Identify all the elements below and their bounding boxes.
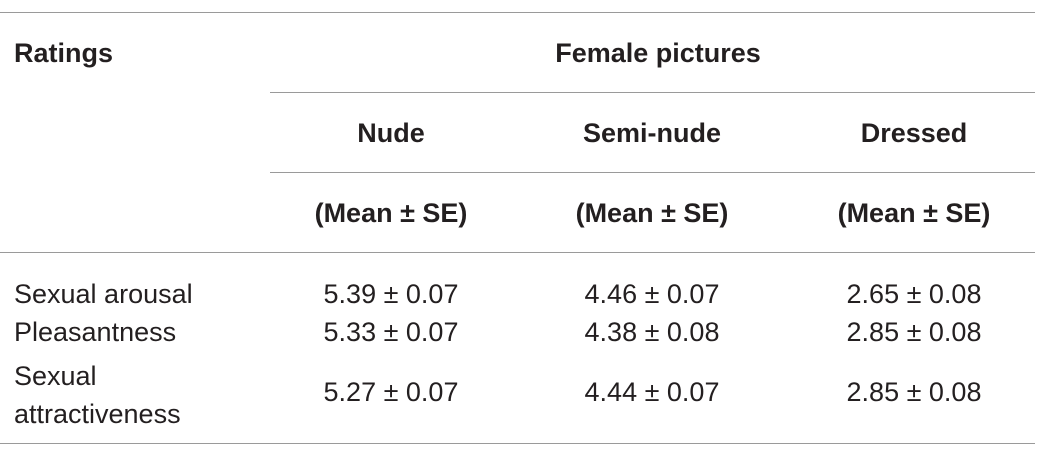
row-label-sexual-arousal: Sexual arousal bbox=[14, 279, 193, 309]
row-label-pleasantness: Pleasantness bbox=[14, 317, 177, 347]
cell-sexual-attractiveness-dressed: 2.85 ± 0.08 bbox=[846, 377, 982, 407]
female-pictures-header: Female pictures bbox=[555, 38, 761, 68]
header-bottom-rule bbox=[0, 252, 1035, 253]
column-header-nude: Nude bbox=[357, 118, 425, 148]
cell-sexual-attractiveness-nude: 5.27 ± 0.07 bbox=[323, 377, 459, 407]
cell-sexual-arousal-semi-nude: 4.46 ± 0.07 bbox=[584, 279, 720, 309]
row-label-sexual-attractiveness: Sexual attractiveness bbox=[14, 361, 181, 429]
cell-pleasantness-semi-nude: 4.38 ± 0.08 bbox=[584, 317, 720, 347]
cell-pleasantness-nude: 5.33 ± 0.07 bbox=[323, 317, 459, 347]
cell-pleasantness-dressed: 2.85 ± 0.08 bbox=[846, 317, 982, 347]
ratings-header: Ratings bbox=[14, 38, 114, 68]
cell-sexual-attractiveness-semi-nude: 4.44 ± 0.07 bbox=[584, 377, 720, 407]
table-bottom-rule bbox=[0, 443, 1035, 444]
stat-header-dressed: (Mean ± SE) bbox=[837, 198, 991, 228]
column-header-rule bbox=[270, 172, 1035, 173]
cell-sexual-arousal-nude: 5.39 ± 0.07 bbox=[323, 279, 459, 309]
column-header-semi-nude: Semi-nude bbox=[582, 118, 722, 148]
group-header-rule bbox=[270, 92, 1035, 93]
column-header-dressed: Dressed bbox=[860, 118, 968, 148]
cell-sexual-arousal-dressed: 2.65 ± 0.08 bbox=[846, 279, 982, 309]
table-top-rule bbox=[0, 12, 1035, 13]
stat-header-semi-nude: (Mean ± SE) bbox=[575, 198, 729, 228]
stat-header-nude: (Mean ± SE) bbox=[314, 198, 468, 228]
